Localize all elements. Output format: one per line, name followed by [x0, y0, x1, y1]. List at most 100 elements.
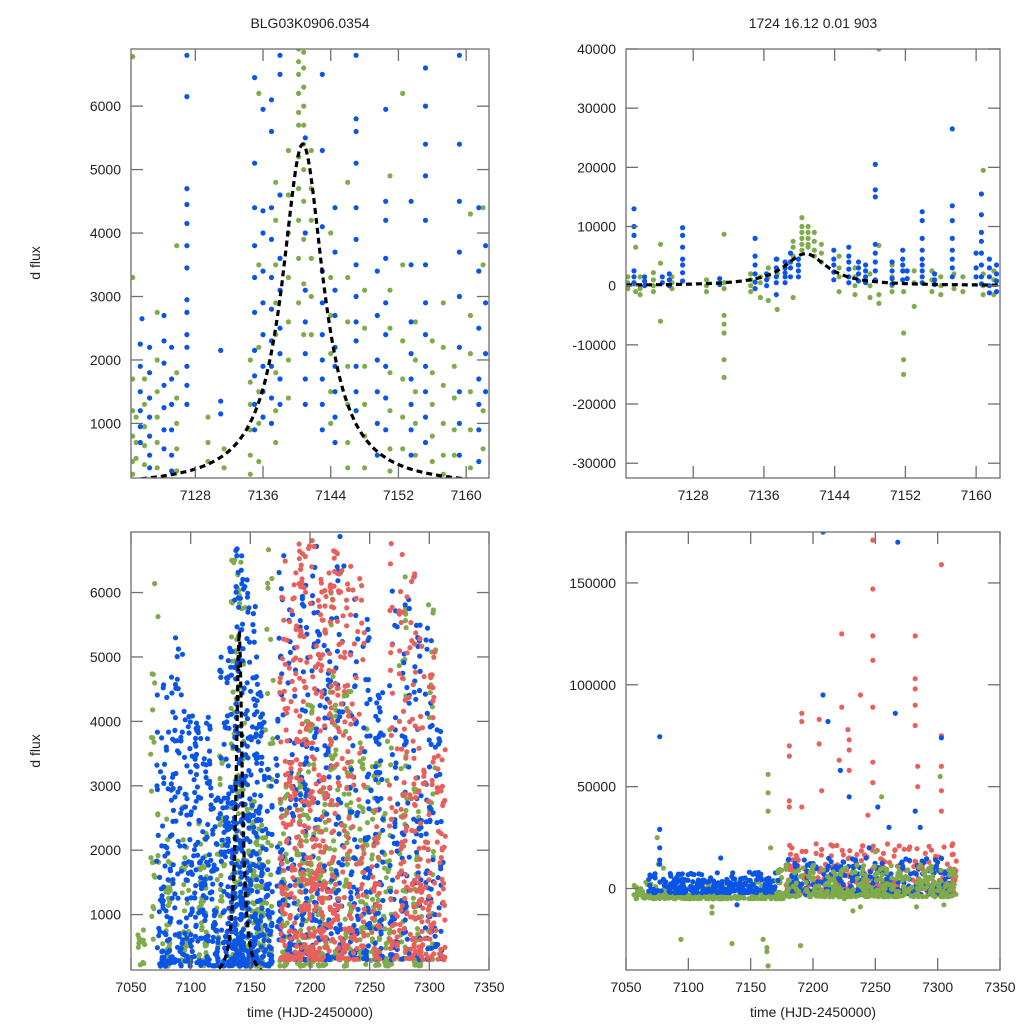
point-red	[423, 884, 429, 890]
point-green	[308, 293, 314, 300]
point-blue	[193, 720, 200, 726]
point-blue	[184, 186, 190, 192]
point-red	[280, 595, 286, 601]
point-green	[296, 300, 302, 306]
point-blue	[168, 674, 175, 680]
point-red	[403, 828, 409, 834]
point-red	[345, 759, 351, 765]
point-blue	[170, 785, 176, 792]
y-tick-label: 0	[608, 278, 616, 294]
point-blue	[222, 849, 228, 855]
point-blue	[181, 843, 188, 849]
point-red	[387, 937, 393, 943]
point-blue	[192, 890, 198, 896]
point-blue	[263, 826, 269, 832]
point-red	[423, 951, 429, 957]
point-green	[748, 289, 754, 295]
point-blue	[366, 868, 372, 874]
point-green	[429, 338, 435, 344]
point-blue	[334, 564, 340, 570]
point-red	[350, 950, 356, 956]
point-blue	[680, 278, 686, 284]
point-green	[174, 420, 180, 426]
point-blue	[209, 868, 215, 874]
point-red	[376, 890, 382, 896]
point-red	[328, 737, 334, 743]
point-blue	[690, 879, 696, 885]
point-green	[149, 913, 155, 920]
point-green	[305, 769, 312, 775]
title-right: 1724 16.12 0.01 903	[749, 15, 878, 31]
point-red	[302, 589, 309, 595]
point-blue	[374, 452, 380, 458]
point-red	[427, 929, 433, 935]
point-red	[279, 656, 285, 662]
x-tick-label: 7350	[473, 979, 504, 995]
point-blue	[900, 256, 906, 262]
point-red	[326, 570, 332, 576]
point-blue	[375, 910, 381, 916]
point-red	[297, 767, 303, 773]
point-green	[345, 179, 351, 185]
point-red	[389, 642, 395, 648]
point-red	[361, 906, 367, 912]
point-blue	[260, 208, 266, 214]
point-blue	[170, 807, 176, 814]
point-green	[221, 446, 227, 452]
point-blue	[195, 852, 201, 858]
point-red	[884, 841, 891, 847]
point-red	[372, 882, 378, 888]
point-blue	[184, 297, 190, 303]
point-blue	[258, 767, 264, 773]
point-blue	[335, 796, 341, 803]
point-red	[346, 713, 352, 719]
point-red	[330, 597, 336, 603]
point-green	[362, 401, 368, 407]
point-blue	[456, 452, 462, 458]
point-green	[635, 888, 641, 894]
point-green	[135, 944, 141, 950]
point-blue	[319, 401, 325, 407]
point-blue	[192, 789, 198, 796]
point-blue	[263, 947, 269, 953]
point-green	[911, 268, 917, 274]
point-red	[394, 913, 400, 919]
point-blue	[730, 876, 737, 882]
point-blue	[163, 932, 169, 938]
point-blue	[244, 716, 251, 722]
point-blue	[154, 945, 160, 951]
point-blue	[973, 274, 979, 280]
point-blue	[310, 593, 316, 599]
point-red	[407, 645, 413, 651]
point-blue	[354, 927, 360, 934]
point-blue	[374, 420, 380, 426]
point-red	[416, 845, 422, 852]
point-red	[410, 682, 416, 688]
point-green	[305, 867, 311, 873]
point-red	[397, 921, 403, 928]
point-blue	[336, 831, 342, 837]
point-blue	[378, 758, 384, 764]
point-red	[789, 845, 795, 851]
point-blue	[244, 577, 250, 583]
point-blue	[404, 936, 410, 942]
point-blue	[275, 716, 281, 722]
point-green	[467, 389, 473, 395]
point-blue	[250, 813, 256, 819]
point-blue	[237, 864, 243, 870]
point-red	[813, 841, 819, 847]
point-red	[361, 933, 367, 939]
point-green	[369, 896, 376, 903]
point-blue	[795, 268, 802, 274]
point-blue	[233, 780, 239, 786]
point-red	[901, 846, 907, 852]
point-blue	[334, 648, 340, 654]
point-green	[155, 614, 161, 620]
point-red	[389, 923, 396, 929]
point-red	[312, 686, 318, 692]
point-blue	[900, 268, 906, 274]
point-red	[944, 861, 951, 867]
point-red	[300, 869, 306, 876]
point-red	[350, 587, 356, 593]
point-blue	[631, 280, 637, 286]
